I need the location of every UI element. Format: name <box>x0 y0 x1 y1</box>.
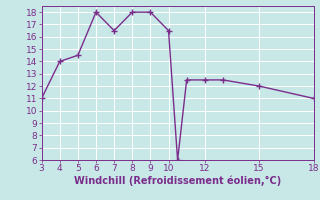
X-axis label: Windchill (Refroidissement éolien,°C): Windchill (Refroidissement éolien,°C) <box>74 176 281 186</box>
